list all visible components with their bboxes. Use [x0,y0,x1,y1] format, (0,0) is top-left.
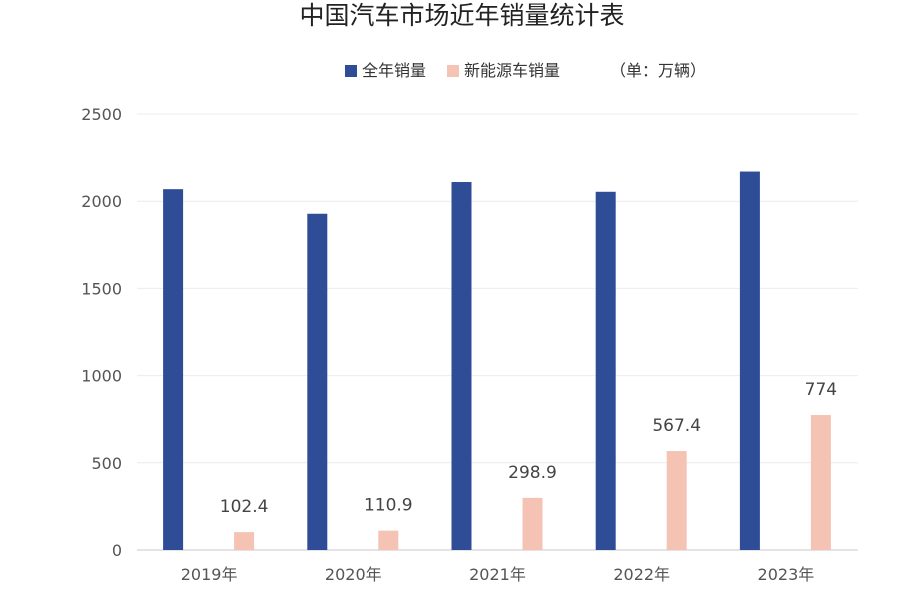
data-label: 110.9 [364,496,413,516]
y-tick-label: 1000 [81,367,122,386]
unit-label: （单：万辆） [610,61,706,80]
y-tick-label: 1500 [81,279,122,298]
bar-nev-sales [378,530,399,550]
bar-total-sales [163,189,184,551]
y-axis-ticks: 0 500 1000 1500 2000 2500 [81,105,122,560]
data-labels: 102.4 110.9 298.9 567.4 774 [220,380,837,517]
bar-total-sales [307,213,328,550]
x-axis-ticks: 2019年 2020年 2021年 2022年 2023年 [181,565,815,584]
bar-nev-sales [234,532,255,550]
bar-total-sales [595,191,616,550]
x-tick-label: 2023年 [758,565,815,584]
x-tick-label: 2020年 [325,565,382,584]
y-tick-label: 2500 [81,105,122,124]
legend-swatch-total [345,65,357,77]
chart-title: 中国汽车市场近年销量统计表 [299,1,624,30]
legend-swatch-nev [447,65,459,77]
bars [163,171,831,551]
bar-nev-sales [522,497,543,550]
data-label: 774 [805,380,837,400]
y-tick-label: 0 [112,541,122,560]
data-label: 567.4 [652,416,701,436]
bar-total-sales [739,171,760,550]
y-tick-label: 2000 [81,192,122,211]
x-tick-label: 2021年 [469,565,526,584]
legend: 全年销量 新能源车销量 [345,61,560,80]
bar-total-sales [451,182,472,551]
data-label: 102.4 [220,497,269,517]
x-tick-label: 2019年 [181,565,238,584]
data-label: 298.9 [508,463,557,483]
gridlines [137,113,858,551]
bar-nev-sales [810,415,831,550]
y-tick-label: 500 [91,454,122,473]
x-tick-label: 2022年 [613,565,670,584]
bar-nev-sales [666,451,687,550]
legend-label-nev: 新能源车销量 [464,61,560,80]
legend-label-total: 全年销量 [362,61,426,80]
